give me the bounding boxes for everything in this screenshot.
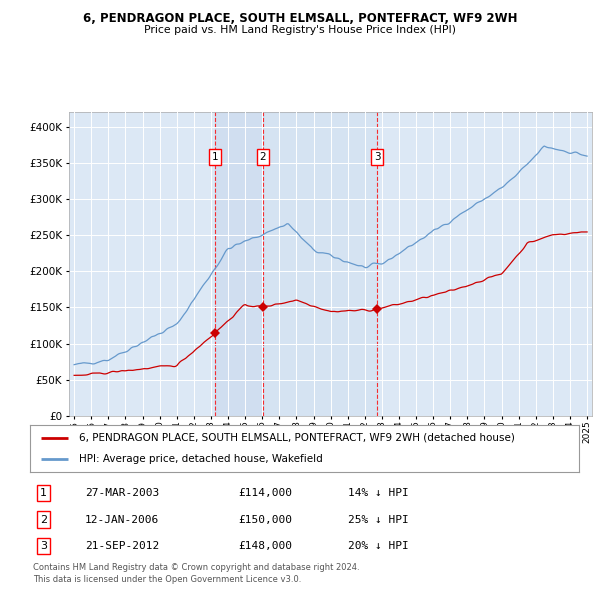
Text: 2: 2 bbox=[40, 514, 47, 525]
Text: 27-MAR-2003: 27-MAR-2003 bbox=[85, 488, 159, 498]
Text: £150,000: £150,000 bbox=[239, 514, 293, 525]
Text: 6, PENDRAGON PLACE, SOUTH ELMSALL, PONTEFRACT, WF9 2WH: 6, PENDRAGON PLACE, SOUTH ELMSALL, PONTE… bbox=[83, 12, 517, 25]
Text: 20% ↓ HPI: 20% ↓ HPI bbox=[349, 541, 409, 551]
Text: £148,000: £148,000 bbox=[239, 541, 293, 551]
Text: Price paid vs. HM Land Registry's House Price Index (HPI): Price paid vs. HM Land Registry's House … bbox=[144, 25, 456, 35]
Text: 1: 1 bbox=[212, 152, 218, 162]
Text: 21-SEP-2012: 21-SEP-2012 bbox=[85, 541, 159, 551]
Text: 6, PENDRAGON PLACE, SOUTH ELMSALL, PONTEFRACT, WF9 2WH (detached house): 6, PENDRAGON PLACE, SOUTH ELMSALL, PONTE… bbox=[79, 432, 515, 442]
Text: HPI: Average price, detached house, Wakefield: HPI: Average price, detached house, Wake… bbox=[79, 454, 323, 464]
Text: 2: 2 bbox=[260, 152, 266, 162]
Text: 1: 1 bbox=[40, 488, 47, 498]
Text: 12-JAN-2006: 12-JAN-2006 bbox=[85, 514, 159, 525]
Bar bbox=[263, 112, 377, 416]
Text: £114,000: £114,000 bbox=[239, 488, 293, 498]
Text: Contains HM Land Registry data © Crown copyright and database right 2024.
This d: Contains HM Land Registry data © Crown c… bbox=[33, 563, 359, 584]
Text: 3: 3 bbox=[374, 152, 380, 162]
Text: 25% ↓ HPI: 25% ↓ HPI bbox=[349, 514, 409, 525]
Text: 3: 3 bbox=[40, 541, 47, 551]
Bar bbox=[215, 112, 263, 416]
Text: 14% ↓ HPI: 14% ↓ HPI bbox=[349, 488, 409, 498]
